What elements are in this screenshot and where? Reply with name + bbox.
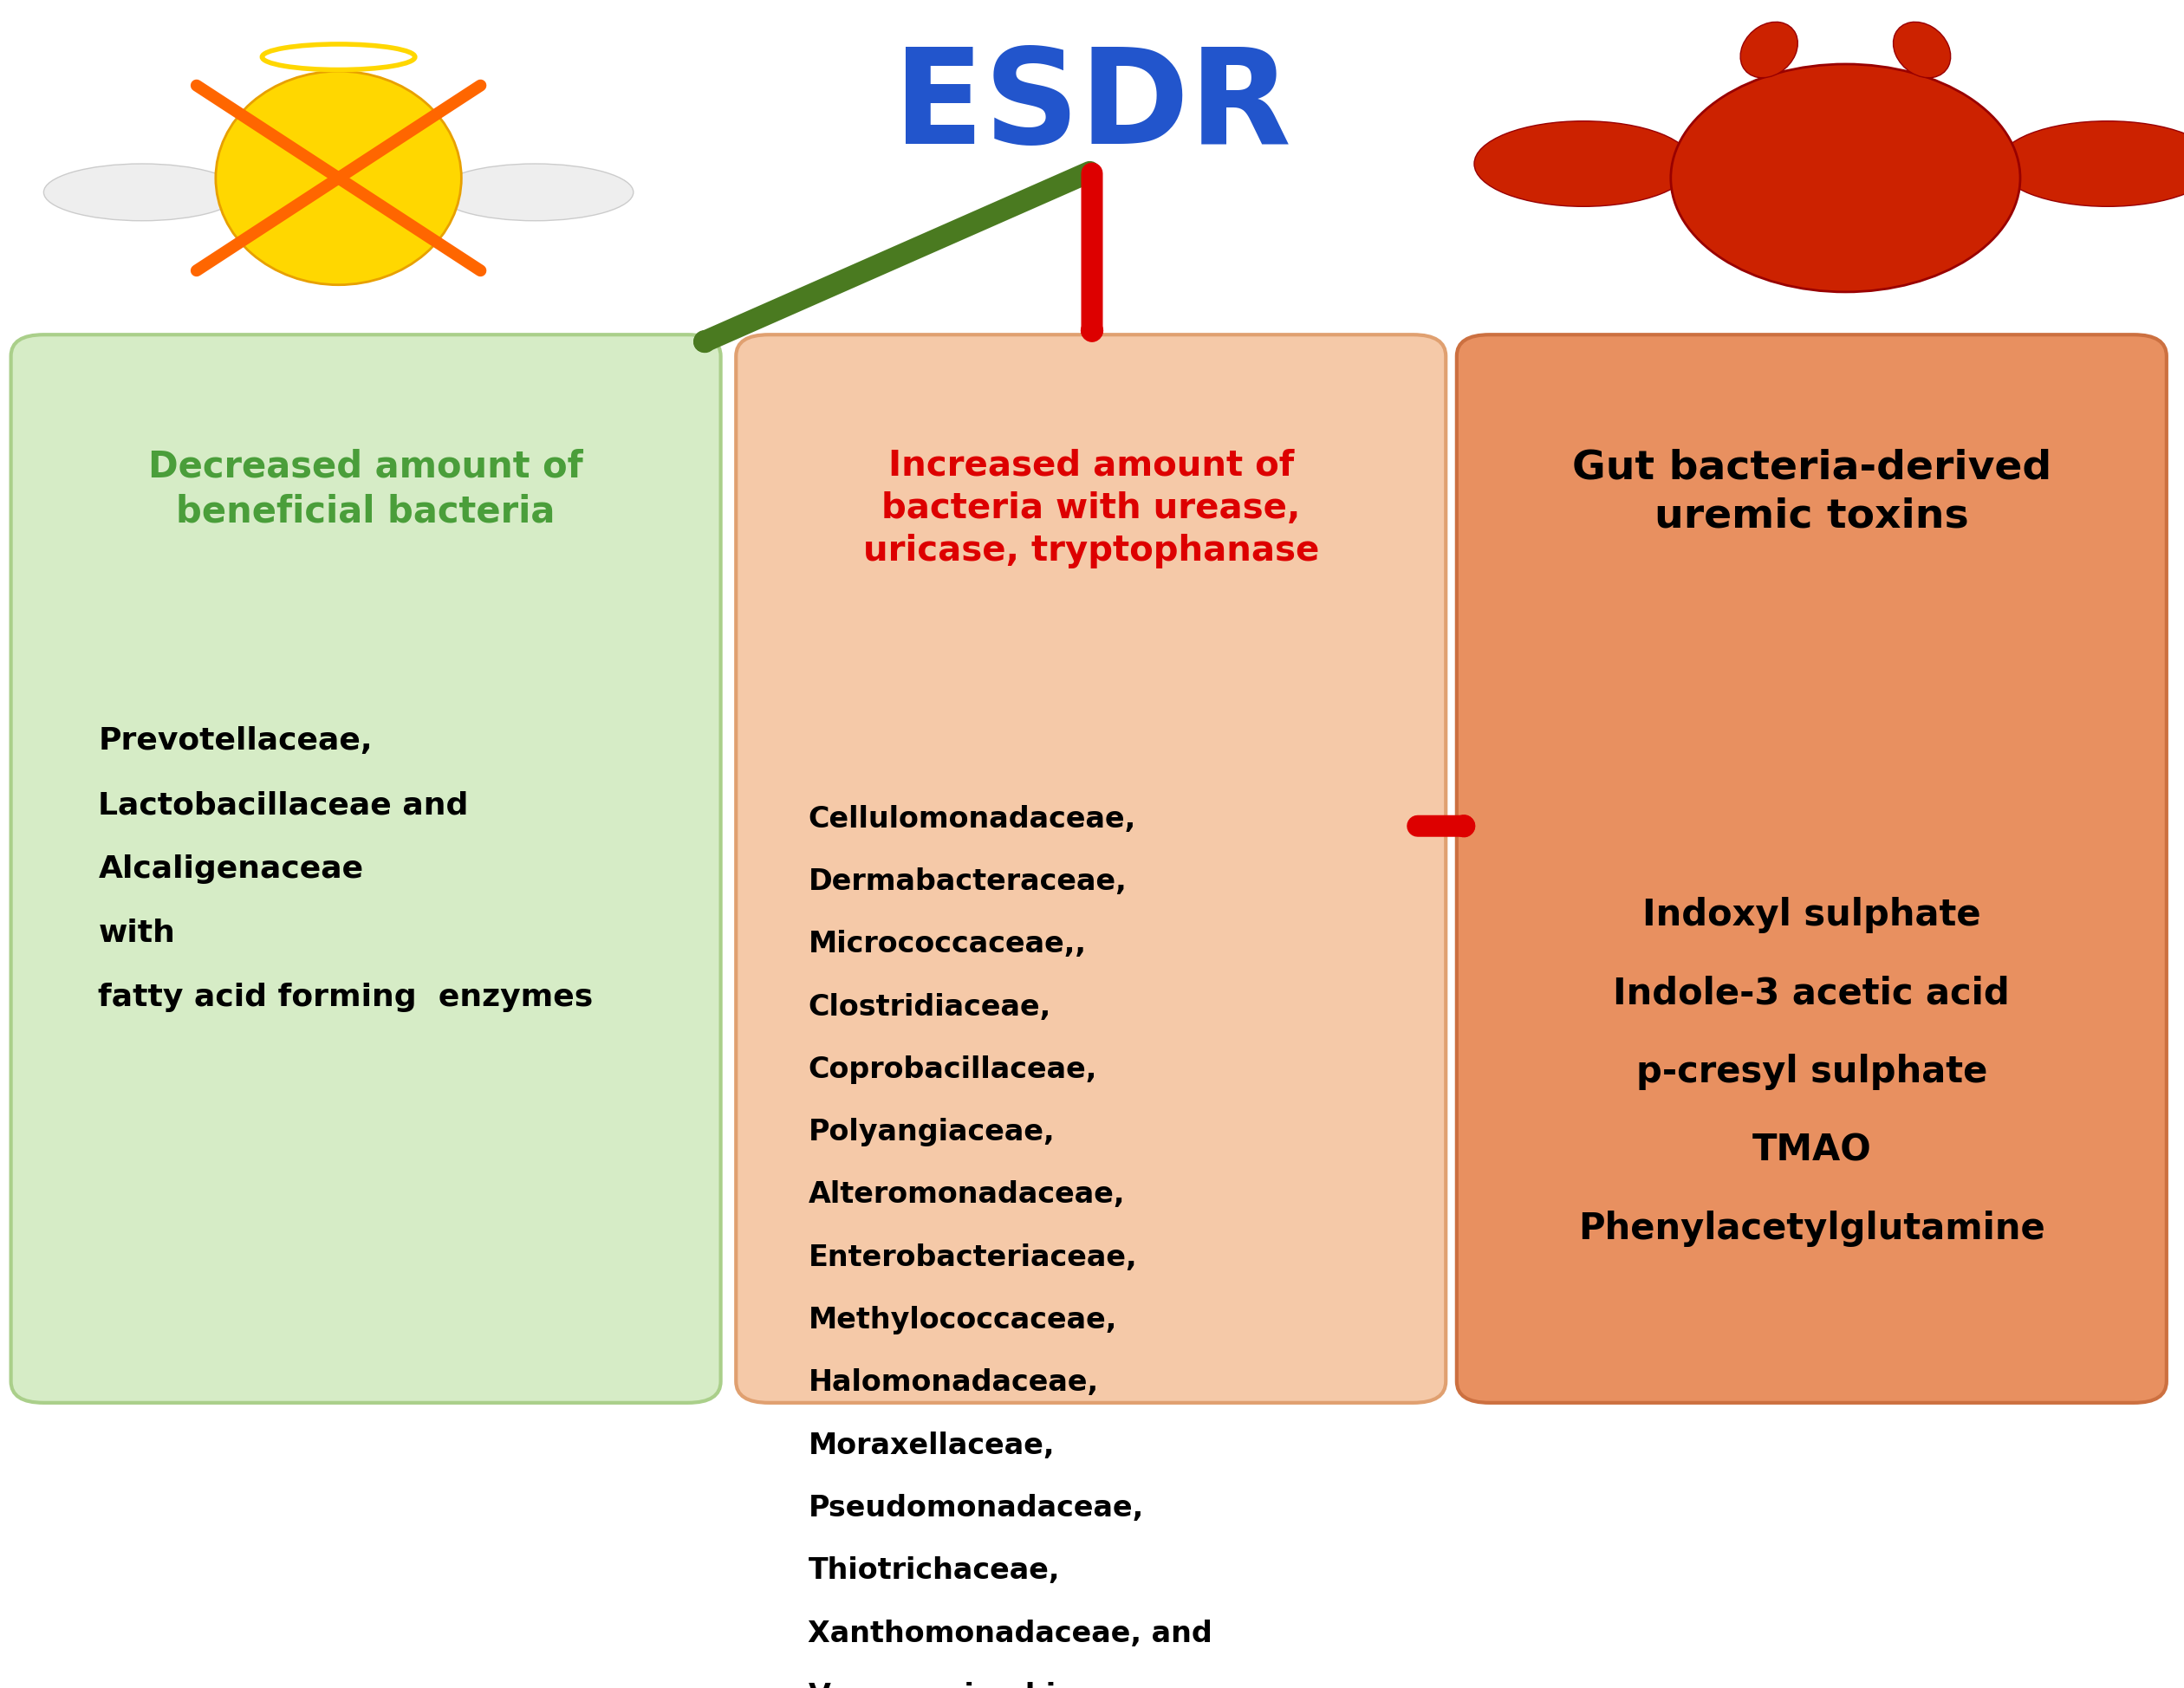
Text: Coprobacillaceae,: Coprobacillaceae,	[808, 1055, 1096, 1084]
Text: Moraxellaceae,: Moraxellaceae,	[808, 1431, 1055, 1460]
Text: p-cresyl sulphate: p-cresyl sulphate	[1636, 1053, 1987, 1090]
Text: Alteromonadaceae,: Alteromonadaceae,	[808, 1180, 1125, 1209]
Text: Indole-3 acetic acid: Indole-3 acetic acid	[1614, 976, 2009, 1011]
Text: Methylococcaceae,: Methylococcaceae,	[808, 1307, 1116, 1335]
Text: Verrucomicrobiaceae: Verrucomicrobiaceae	[808, 1681, 1151, 1688]
Text: Polyangiaceae,: Polyangiaceae,	[808, 1117, 1055, 1146]
Text: Alcaligenaceae: Alcaligenaceae	[98, 854, 363, 885]
Ellipse shape	[1474, 122, 1693, 206]
Ellipse shape	[216, 71, 461, 285]
Text: with: with	[98, 918, 175, 949]
Ellipse shape	[1894, 22, 1950, 78]
Text: Halomonadaceae,: Halomonadaceae,	[808, 1369, 1099, 1398]
Text: fatty acid forming  enzymes: fatty acid forming enzymes	[98, 982, 594, 1013]
Text: ESDR: ESDR	[893, 42, 1291, 172]
Text: Decreased amount of
beneficial bacteria: Decreased amount of beneficial bacteria	[149, 449, 583, 530]
Text: Gut bacteria-derived
uremic toxins: Gut bacteria-derived uremic toxins	[1572, 449, 2051, 535]
Text: Thiotrichaceae,: Thiotrichaceae,	[808, 1556, 1059, 1585]
FancyBboxPatch shape	[736, 334, 1446, 1403]
Text: Cellulomonadaceae,: Cellulomonadaceae,	[808, 805, 1136, 834]
Text: TMAO: TMAO	[1752, 1133, 1872, 1168]
Ellipse shape	[44, 164, 240, 221]
FancyBboxPatch shape	[11, 334, 721, 1403]
Text: Lactobacillaceae and: Lactobacillaceae and	[98, 790, 470, 820]
Text: Prevotellaceae,: Prevotellaceae,	[98, 726, 373, 756]
Text: Dermabacteraceae,: Dermabacteraceae,	[808, 868, 1127, 896]
FancyBboxPatch shape	[1457, 334, 2167, 1403]
Text: Phenylacetylglutamine: Phenylacetylglutamine	[1579, 1210, 2044, 1247]
Text: Xanthomonadaceae, and: Xanthomonadaceae, and	[808, 1619, 1212, 1647]
Ellipse shape	[1998, 122, 2184, 206]
Ellipse shape	[437, 164, 633, 221]
Text: Micrococcaceae,,: Micrococcaceae,,	[808, 930, 1085, 959]
Text: Enterobacteriaceae,: Enterobacteriaceae,	[808, 1244, 1138, 1271]
Text: Clostridiaceae,: Clostridiaceae,	[808, 993, 1051, 1021]
Text: Pseudomonadaceae,: Pseudomonadaceae,	[808, 1494, 1144, 1523]
Circle shape	[1671, 64, 2020, 292]
Text: Increased amount of
bacteria with urease,
uricase, tryptophanase: Increased amount of bacteria with urease…	[863, 449, 1319, 569]
Ellipse shape	[1741, 22, 1797, 78]
Text: Indoxyl sulphate: Indoxyl sulphate	[1642, 898, 1981, 933]
